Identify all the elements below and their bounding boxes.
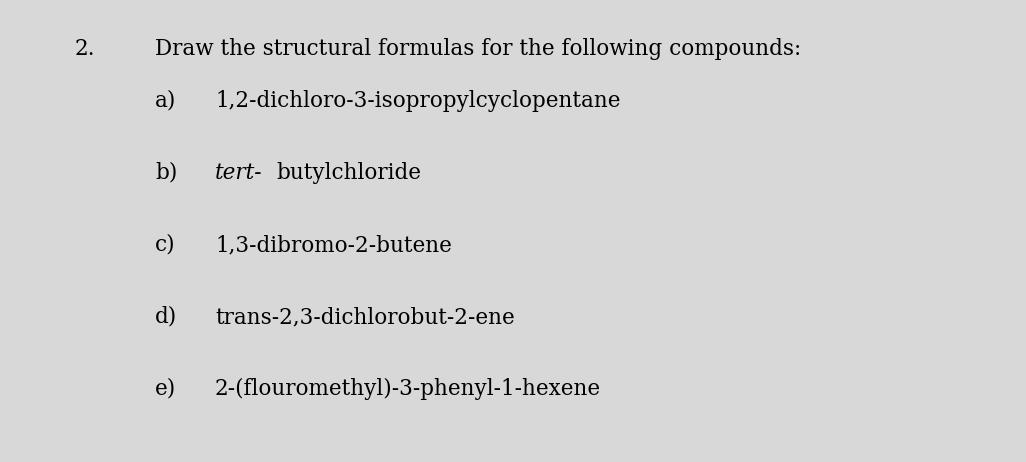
Text: butylchloride: butylchloride	[276, 162, 422, 184]
Text: tert-: tert-	[215, 162, 263, 184]
Text: e): e)	[155, 378, 176, 400]
Text: 2.: 2.	[75, 38, 95, 60]
Text: trans-2,3-dichlorobut-2-ene: trans-2,3-dichlorobut-2-ene	[215, 306, 515, 328]
Text: c): c)	[155, 234, 175, 256]
Text: 2-(flouromethyl)-3-phenyl-1-hexene: 2-(flouromethyl)-3-phenyl-1-hexene	[215, 378, 601, 400]
Text: 1,3-dibromo-2-butene: 1,3-dibromo-2-butene	[215, 234, 451, 256]
Text: a): a)	[155, 90, 176, 112]
Text: Draw the structural formulas for the following compounds:: Draw the structural formulas for the fol…	[155, 38, 801, 60]
Text: 1,2-dichloro-3-isopropylcyclopentane: 1,2-dichloro-3-isopropylcyclopentane	[215, 90, 621, 112]
Text: d): d)	[155, 306, 177, 328]
Text: b): b)	[155, 162, 177, 184]
